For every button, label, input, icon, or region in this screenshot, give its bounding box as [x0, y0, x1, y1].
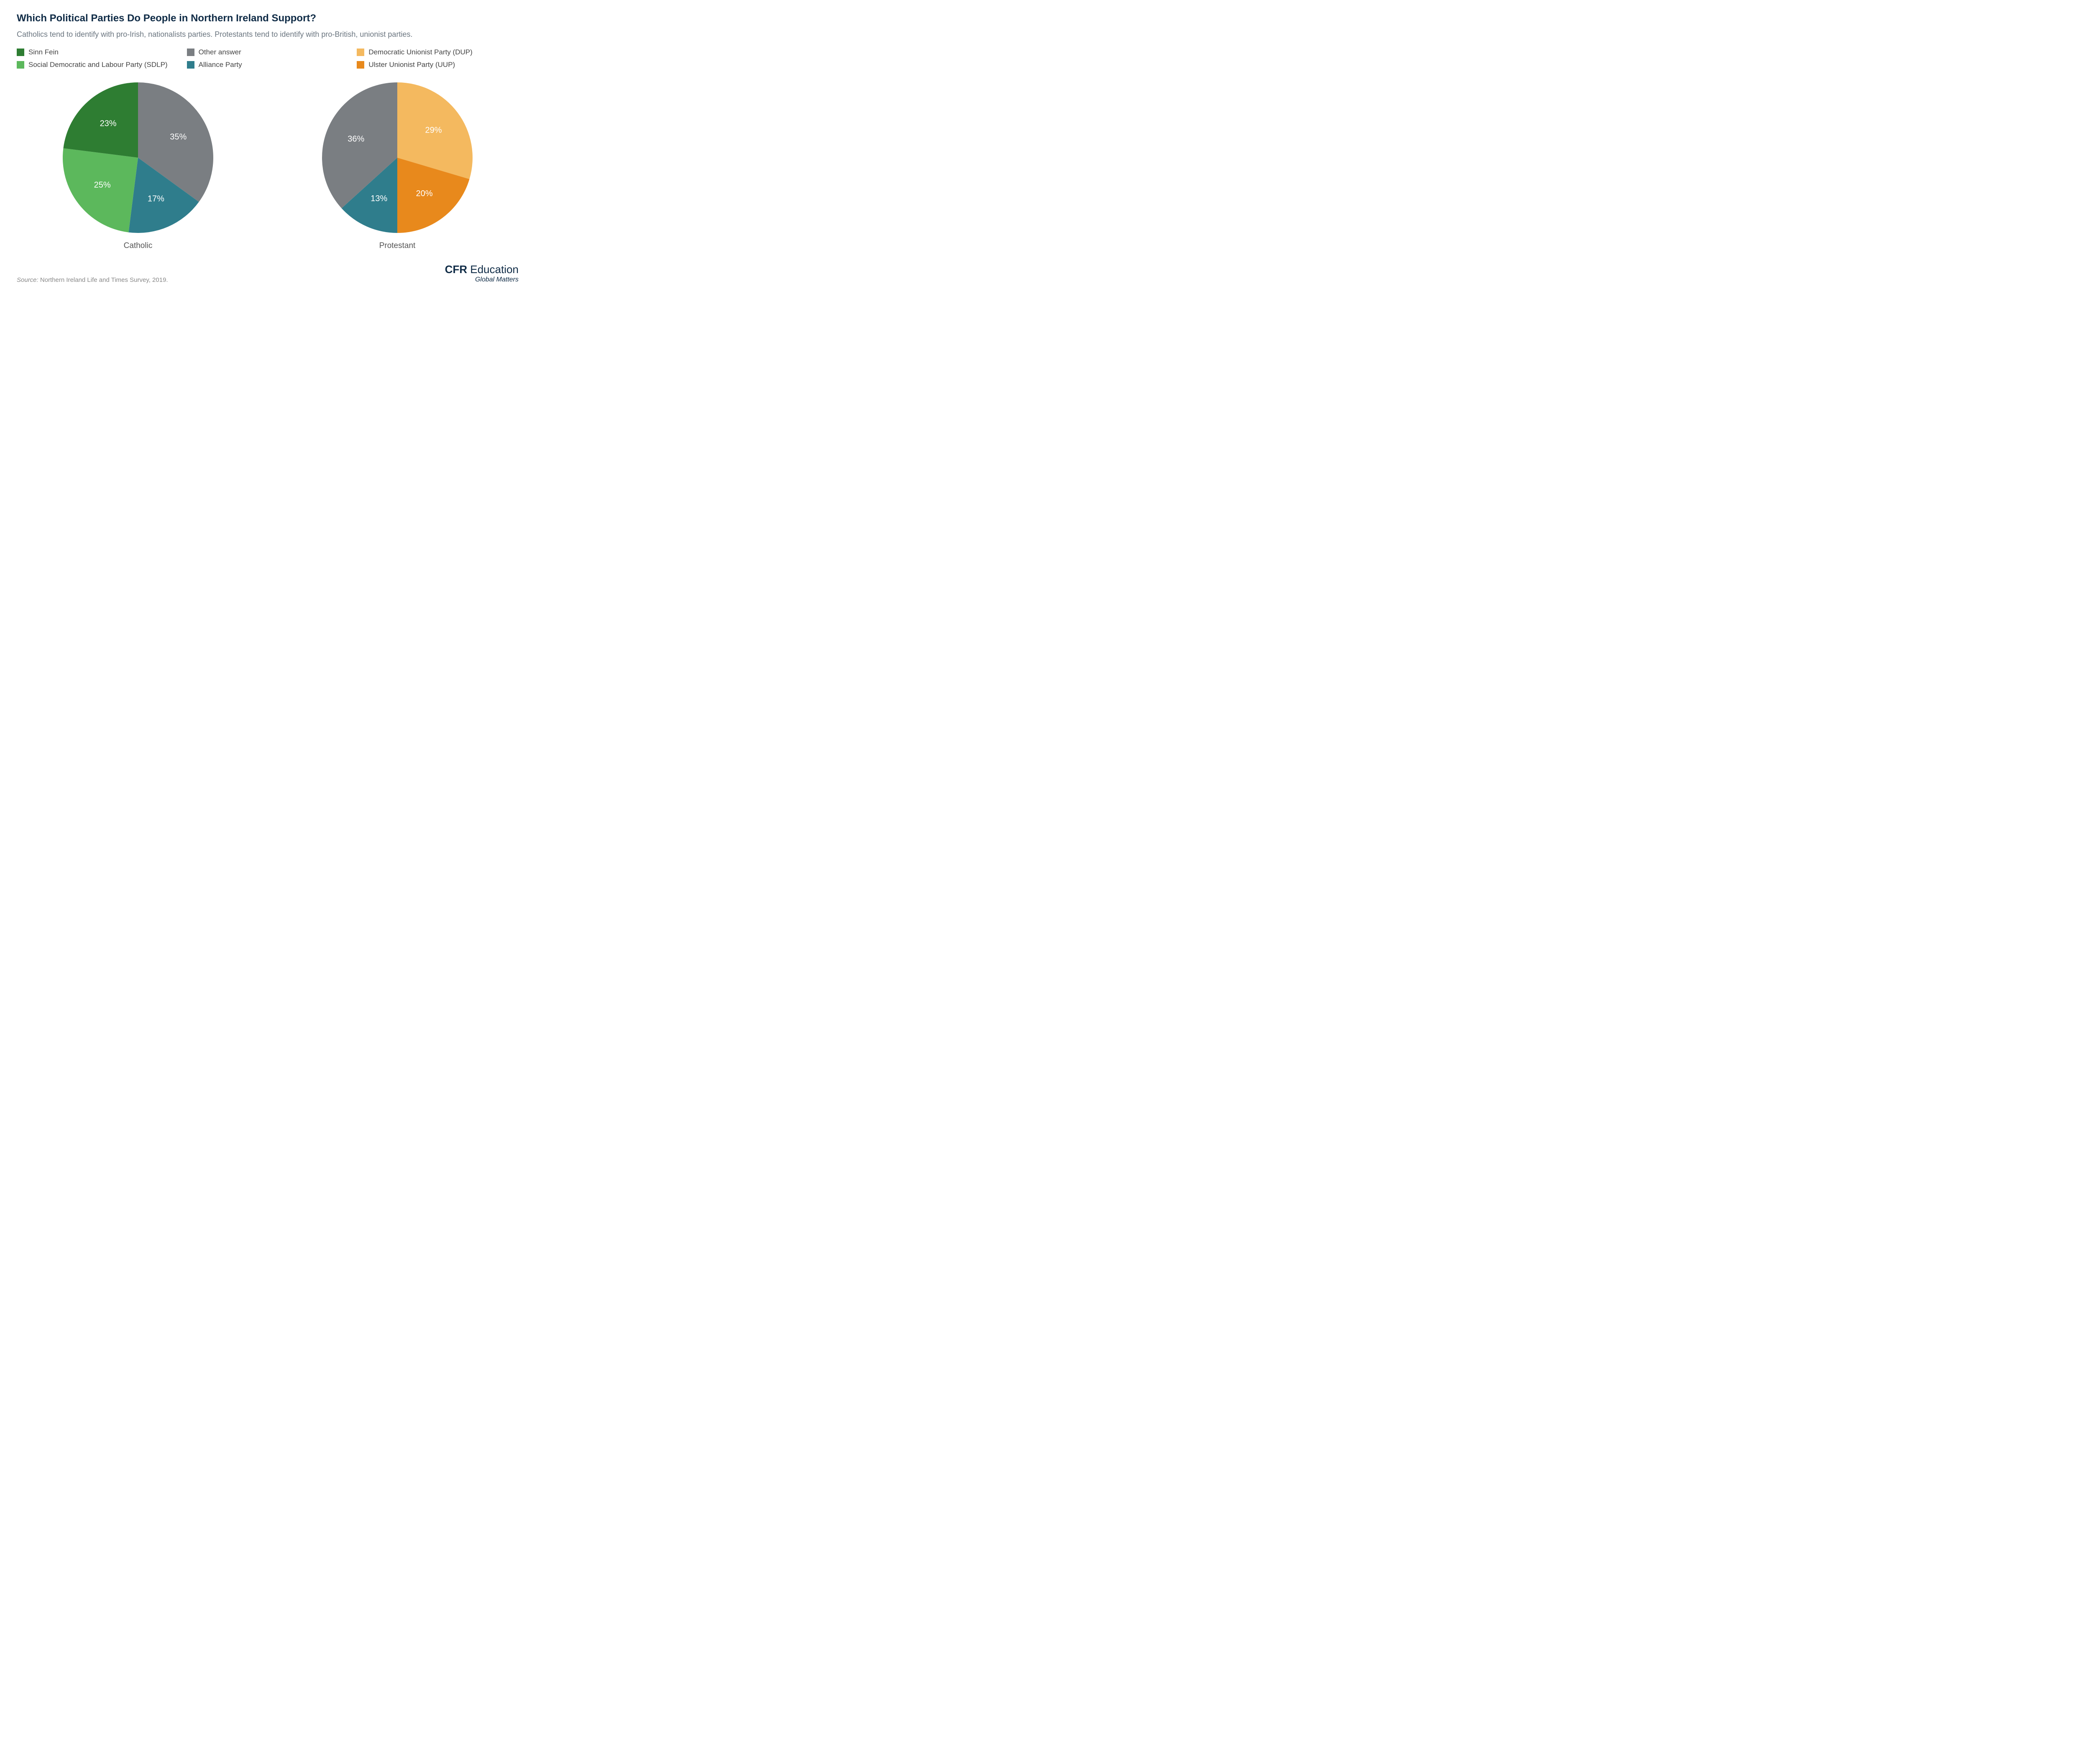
pie-svg: 35% 17% 25% 23%	[62, 82, 214, 234]
chart-subtitle: Catholics tend to identify with pro-Iris…	[17, 29, 519, 40]
pie-slice-label: 23%	[100, 119, 117, 128]
legend-item: Alliance Party	[187, 61, 349, 69]
legend-swatch	[187, 61, 194, 69]
source-value: Northern Ireland Life and Times Survey, …	[40, 276, 168, 284]
legend-item: Ulster Unionist Party (UUP)	[357, 61, 519, 69]
brand-prefix: CFR	[445, 263, 467, 276]
footer: Source: Northern Ireland Life and Times …	[17, 263, 519, 284]
legend-swatch	[17, 49, 24, 56]
pie-slice-label: 17%	[148, 194, 164, 204]
pie-charts-row: 35% 17% 25% 23% Catholic 29% 20% 13% 36% Protesta…	[17, 82, 519, 251]
legend-item: Democratic Unionist Party (DUP)	[357, 48, 519, 56]
brand-tagline: Global Matters	[445, 276, 519, 284]
source-label: Source:	[17, 276, 40, 284]
pie-chart: 35% 17% 25% 23% Catholic	[62, 82, 214, 251]
legend-label: Other answer	[199, 48, 241, 56]
pie-chart: 29% 20% 13% 36% Protestant	[321, 82, 473, 251]
chart-title: Which Political Parties Do People in Nor…	[17, 13, 519, 24]
legend-swatch	[187, 49, 194, 56]
legend-item: Other answer	[187, 48, 349, 56]
legend-swatch	[357, 61, 364, 69]
legend-item: Social Democratic and Labour Party (SDLP…	[17, 61, 179, 69]
legend-label: Sinn Fein	[28, 48, 59, 56]
legend-label: Democratic Unionist Party (DUP)	[368, 48, 472, 56]
pie-slice-label: 29%	[425, 126, 442, 135]
legend-swatch	[17, 61, 24, 69]
pie-slice-label: 25%	[94, 181, 111, 190]
pie-chart-name: Protestant	[379, 241, 416, 251]
pie-slice-label: 36%	[348, 135, 364, 144]
legend-label: Ulster Unionist Party (UUP)	[368, 61, 455, 69]
legend-label: Social Democratic and Labour Party (SDLP…	[28, 61, 168, 69]
brand-suffix: Education	[467, 263, 519, 276]
pie-svg: 29% 20% 13% 36%	[321, 82, 473, 234]
legend: Sinn Fein Other answer Democratic Unionist…	[17, 48, 519, 69]
pie-slice-label: 35%	[170, 132, 187, 141]
legend-item: Sinn Fein	[17, 48, 179, 56]
source-citation: Source: Northern Ireland Life and Times …	[17, 276, 168, 284]
pie-slice	[63, 148, 138, 233]
pie-slice-label: 20%	[416, 189, 433, 198]
pie-slice-label: 13%	[371, 194, 387, 203]
brand-logo: CFR Education Global Matters	[445, 263, 519, 284]
legend-swatch	[357, 49, 364, 56]
pie-chart-name: Catholic	[124, 241, 153, 251]
legend-label: Alliance Party	[199, 61, 242, 69]
